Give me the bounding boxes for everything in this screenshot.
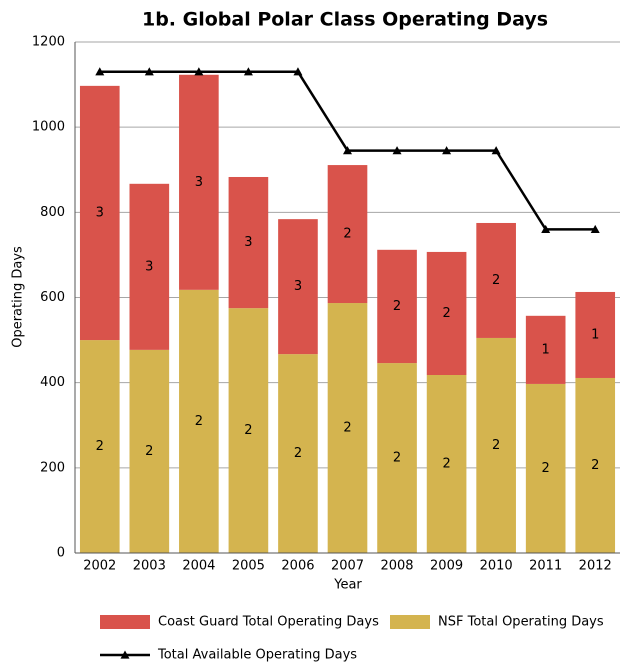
x-tick-label: 2012 (579, 559, 612, 574)
line-marker (541, 224, 551, 233)
x-tick-label: 2005 (232, 559, 265, 574)
segment-label: 2 (195, 414, 203, 429)
line-marker (392, 146, 402, 155)
y-axis-label: Operating Days (11, 246, 26, 348)
line-marker (194, 67, 204, 76)
line-marker (343, 146, 352, 155)
segment-label: 2 (244, 423, 252, 438)
bar-segment (278, 354, 318, 553)
segment-label: 2 (442, 457, 450, 472)
segment-label: 2 (343, 421, 351, 436)
line-marker (144, 67, 154, 76)
bar-segment (129, 349, 170, 553)
bar-segment (228, 308, 269, 553)
y-tick-label: 1000 (32, 120, 65, 135)
bar-segment (525, 315, 566, 384)
bar-segment (575, 377, 616, 553)
segment-label: 3 (195, 175, 203, 190)
segment-label: 2 (442, 306, 450, 321)
bar-segment (575, 291, 616, 378)
x-tick-label: 2008 (380, 559, 413, 574)
x-tick-label: 2007 (331, 559, 364, 574)
segment-label: 2 (145, 444, 153, 459)
legend-marker (120, 650, 130, 659)
bar-segment (377, 363, 417, 553)
bar-segment (228, 176, 269, 309)
segment-label: 3 (294, 279, 302, 294)
bar-segment (426, 375, 467, 553)
legend-label: Coast Guard Total Operating Days (158, 615, 379, 630)
segment-label: 2 (492, 438, 500, 453)
y-tick-label: 0 (57, 546, 65, 561)
segment-label: 1 (542, 342, 550, 357)
bar-segment (525, 383, 566, 553)
line-marker (243, 67, 253, 76)
segment-label: 2 (591, 458, 599, 473)
bar-segment (79, 340, 120, 553)
line-marker (590, 224, 600, 233)
segment-label: 2 (393, 299, 401, 314)
segment-label: 3 (244, 235, 252, 250)
bar-segment (327, 303, 368, 553)
segment-label: 2 (96, 439, 104, 454)
segment-label: 3 (96, 205, 104, 220)
segment-label: 1 (591, 327, 599, 342)
x-tick-label: 2004 (182, 559, 215, 574)
line-marker (293, 67, 303, 76)
bar-segment (476, 337, 516, 553)
bar-segment (327, 165, 368, 304)
legend-label: Total Available Operating Days (157, 648, 357, 663)
x-tick-label: 2002 (83, 559, 116, 574)
bar-segment (179, 289, 219, 553)
x-tick-label: 2011 (529, 559, 562, 574)
bar-segment (426, 251, 467, 376)
segment-label: 2 (492, 273, 500, 288)
line-marker (95, 67, 105, 76)
bar-segment (129, 183, 170, 350)
y-tick-label: 800 (40, 205, 65, 220)
segment-label: 2 (294, 446, 302, 461)
x-tick-label: 2006 (281, 559, 314, 574)
y-tick-label: 400 (40, 375, 65, 390)
chart-title: 1b. Global Polar Class Operating Days (142, 9, 548, 31)
segment-label: 3 (145, 259, 153, 274)
line-marker (442, 146, 452, 155)
segment-label: 2 (542, 461, 550, 476)
legend-label: NSF Total Operating Days (438, 615, 604, 630)
y-tick-label: 200 (40, 460, 65, 475)
bar-segment (476, 222, 516, 338)
bar-segment (79, 85, 120, 341)
x-axis-label: Year (333, 578, 362, 593)
line-marker (491, 146, 501, 155)
x-tick-label: 2003 (133, 559, 166, 574)
bar-segment (179, 74, 219, 290)
legend-swatch (390, 615, 430, 629)
x-tick-label: 2009 (430, 559, 463, 574)
y-tick-label: 1200 (32, 35, 65, 50)
bar-segment (377, 249, 417, 364)
legend-swatch (100, 615, 150, 629)
segment-label: 2 (343, 227, 351, 242)
segment-label: 2 (393, 451, 401, 466)
bar-segment (278, 219, 318, 355)
x-tick-label: 2010 (480, 559, 513, 574)
y-tick-label: 600 (40, 290, 65, 305)
